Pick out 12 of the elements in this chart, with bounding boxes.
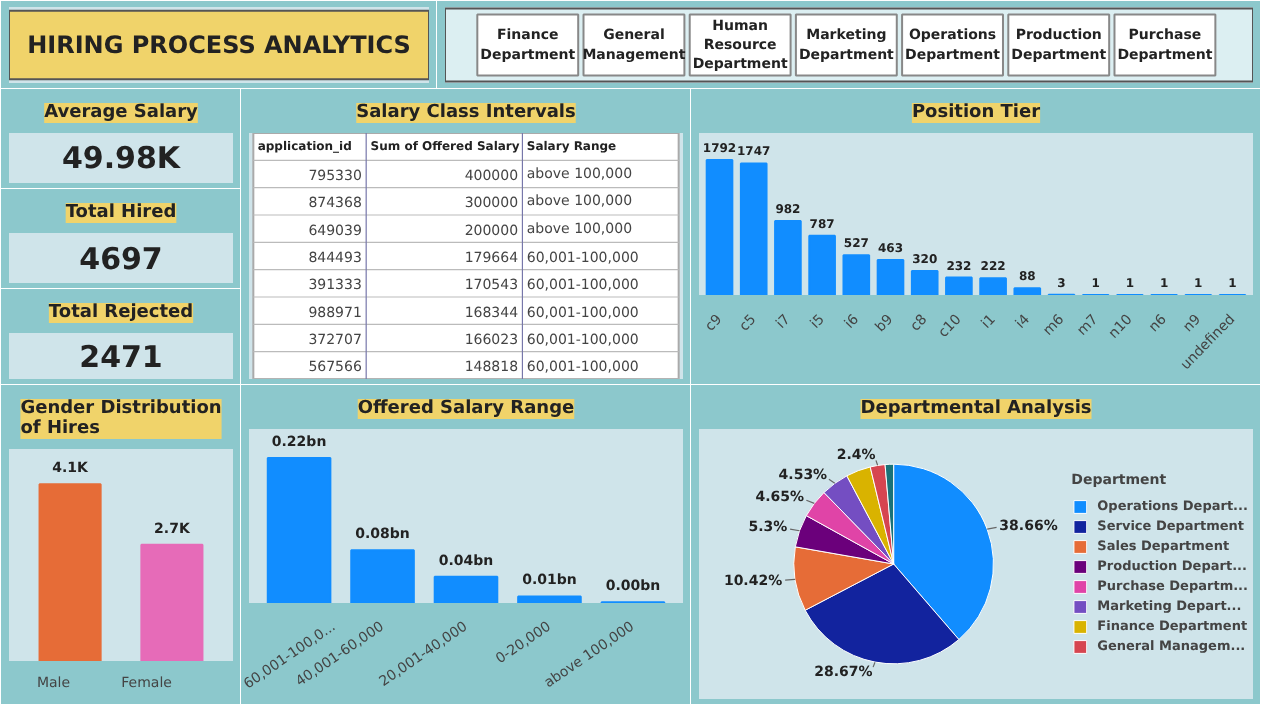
chart-title: Position Tier [911, 103, 1042, 123]
chart-title: Gender Distribution of Hires [20, 399, 222, 439]
text: HIRING PROCESS ANALYTICS [27, 31, 411, 59]
text: 2471 [79, 339, 163, 375]
text: 49.98K [61, 140, 183, 176]
text: Total Rejected [48, 303, 194, 323]
chart-title: Departmental Analysis [860, 399, 1092, 419]
text: Average Salary [44, 103, 199, 123]
text: Salary Class Intervals [356, 103, 576, 123]
text: 4697 [79, 241, 163, 277]
chart-title: Offered Salary Range [357, 399, 575, 419]
text: Total Hired [65, 203, 177, 223]
